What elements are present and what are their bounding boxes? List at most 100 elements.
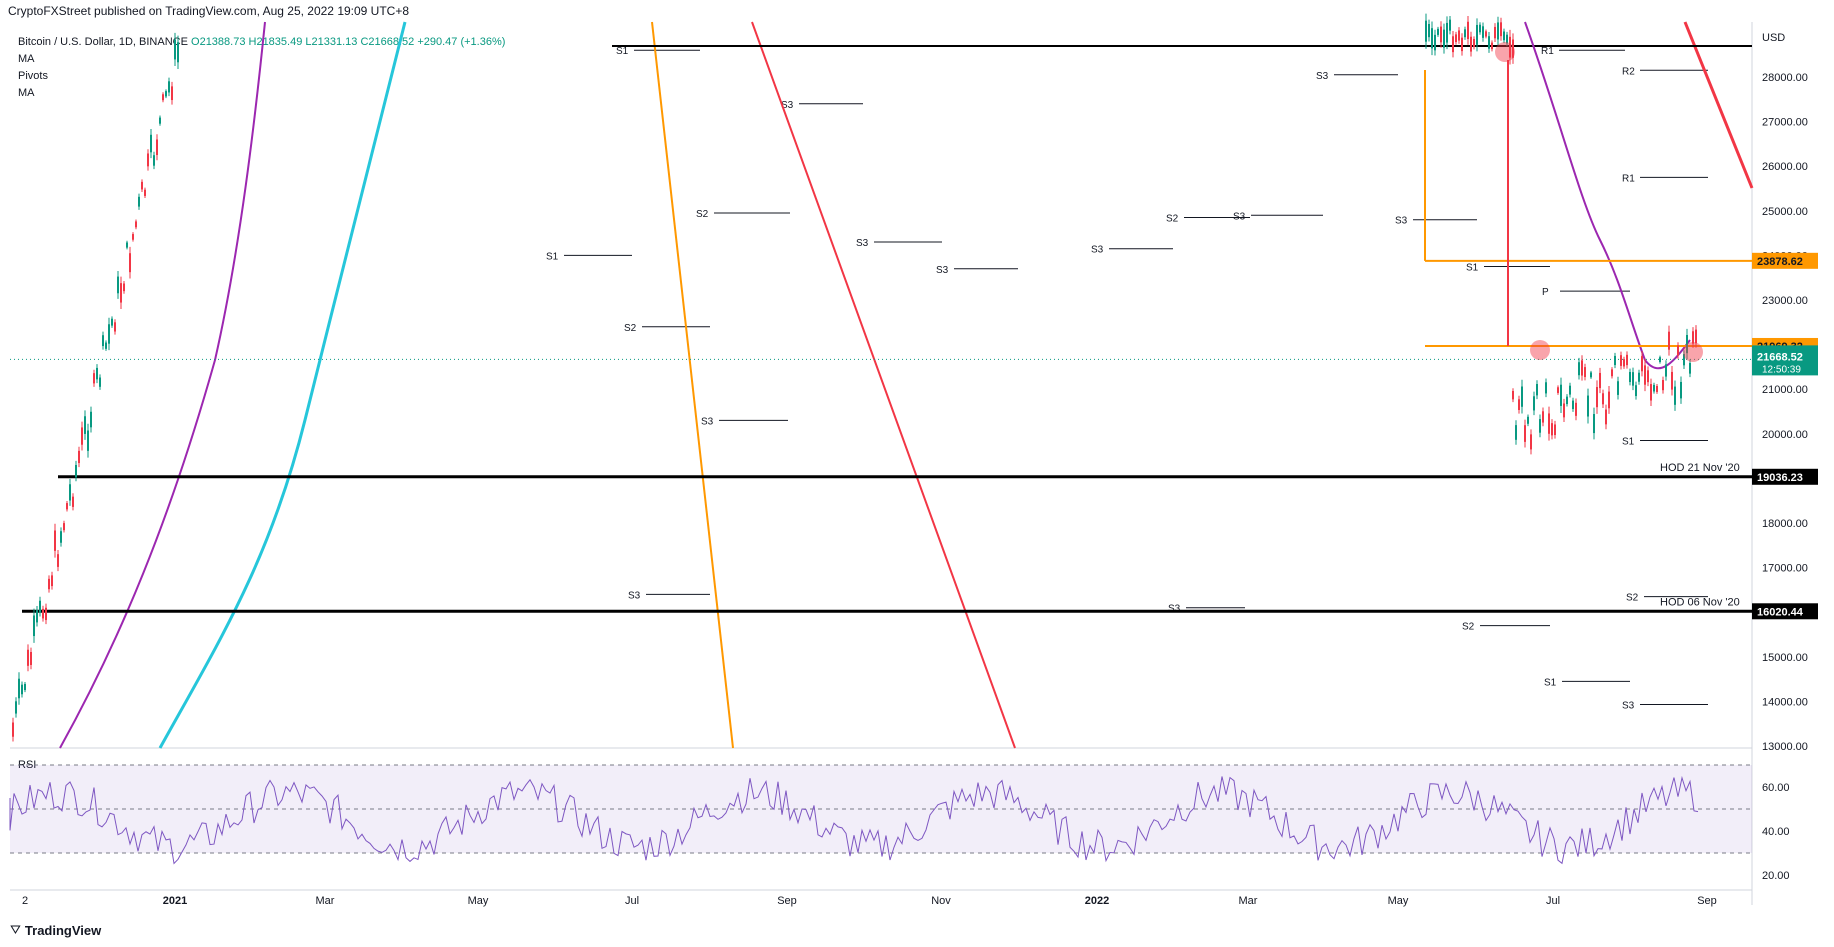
time-tick-label: May <box>468 895 489 907</box>
candle-body <box>66 503 68 510</box>
price-tick-label: 13000.00 <box>1762 741 1808 753</box>
candle-body <box>1614 355 1616 366</box>
ma-fast-left <box>59 21 266 749</box>
candle-body <box>57 554 59 567</box>
candle-body <box>1611 369 1613 377</box>
price-tick-label: 17000.00 <box>1762 563 1808 575</box>
pivot-label: S3 <box>936 265 949 276</box>
candle-body <box>1473 38 1475 47</box>
legend-symbol-line: Bitcoin / U.S. Dollar, 1D, BINANCE O2138… <box>18 34 505 51</box>
candle-body <box>1593 414 1595 434</box>
candle-body <box>1545 382 1547 394</box>
tradingview-footer[interactable]: ⛛ TradingView <box>10 922 101 938</box>
rsi-tick-label: 60.00 <box>1762 782 1790 794</box>
candle-body <box>1686 334 1688 354</box>
price-tick-label: 21000.00 <box>1762 384 1808 396</box>
legend-ohlc: O21388.73 H21835.49 L21331.13 C21668.52 … <box>191 36 506 48</box>
candle-body <box>1431 28 1433 49</box>
candle-body <box>39 600 41 613</box>
time-tick-label: Sep <box>1697 895 1717 907</box>
candle-body <box>1485 31 1487 37</box>
candle-body <box>1551 423 1553 436</box>
candle-body <box>117 276 119 294</box>
candle-body <box>51 575 53 587</box>
price-tick-label: 15000.00 <box>1762 652 1808 664</box>
candle-body <box>45 607 47 621</box>
pivot-label: S3 <box>1622 701 1635 712</box>
candle-body <box>12 722 14 737</box>
candle-body <box>1653 384 1655 392</box>
candle-body <box>1521 386 1523 407</box>
candle-body <box>1590 372 1592 378</box>
candle-body <box>1437 28 1439 35</box>
last-price-badge <box>1752 345 1818 376</box>
candle-body <box>1497 22 1499 40</box>
candle-body <box>30 651 32 665</box>
chart-legend: Bitcoin / U.S. Dollar, 1D, BINANCE O2138… <box>18 34 505 102</box>
red-upper-trend-line <box>1683 21 1754 189</box>
candle-body <box>165 91 167 97</box>
candle-body <box>1599 372 1601 389</box>
candle-body <box>147 153 149 167</box>
candle-body <box>1455 34 1457 43</box>
candle-body <box>48 578 50 590</box>
candle-body <box>1434 34 1436 51</box>
publisher-header: CryptoFXStreet published on TradingView.… <box>8 4 410 18</box>
candle-body <box>174 39 176 60</box>
candle-body <box>60 531 62 543</box>
candle-body <box>1536 384 1538 396</box>
rsi-tick-label: 20.00 <box>1762 870 1790 882</box>
pivot-label: S2 <box>1166 213 1179 224</box>
candle-body <box>1650 384 1652 401</box>
time-tick-label: Mar <box>316 895 335 907</box>
time-tick-label: Jul <box>625 895 639 907</box>
candle-body <box>168 81 170 93</box>
legend-ma-1[interactable]: MA <box>18 53 35 65</box>
candle-body <box>1443 29 1445 48</box>
candle-body <box>1467 21 1469 40</box>
time-tick-label: Sep <box>777 895 797 907</box>
pivot-label: S1 <box>1622 436 1635 447</box>
price-tick-label: 20000.00 <box>1762 429 1808 441</box>
candle-body <box>69 484 71 501</box>
legend-symbol[interactable]: Bitcoin / U.S. Dollar, 1D, BINANCE <box>18 36 188 48</box>
candle-body <box>42 608 44 619</box>
candle-body <box>63 523 65 531</box>
candle-body <box>141 181 143 190</box>
candle-body <box>27 649 29 666</box>
candle-body <box>1506 34 1508 44</box>
pivot-label: R1 <box>1541 46 1554 57</box>
candle-body <box>1575 402 1577 416</box>
candle-body <box>156 139 158 156</box>
candle-body <box>1671 371 1673 390</box>
candle-body <box>96 367 98 380</box>
rsi-line <box>9 775 1699 865</box>
pivot-label: R2 <box>1622 66 1635 77</box>
candle-body <box>177 42 179 63</box>
candle-body <box>1569 385 1571 395</box>
candle-body <box>1644 365 1646 385</box>
price-tick-label: 25000.00 <box>1762 206 1808 218</box>
pivot-label: P <box>1542 287 1549 298</box>
legend-ma-2[interactable]: MA <box>18 87 35 99</box>
orange-trend-line <box>651 21 734 749</box>
ma-slow-left <box>158 21 407 749</box>
candle-body <box>1662 380 1664 391</box>
legend-pivots[interactable]: Pivots <box>18 70 48 82</box>
level-badge-value: 23878.62 <box>1757 256 1803 268</box>
price-axis-unit: USD <box>1762 32 1785 44</box>
candle-body <box>1518 399 1520 410</box>
candle-body <box>129 253 131 273</box>
candle-body <box>144 189 146 196</box>
time-tick-label: Jul <box>1546 895 1560 907</box>
candle-body <box>1449 19 1451 31</box>
candle-body <box>114 322 116 332</box>
candle-body <box>1554 424 1556 436</box>
time-tick-label: 2022 <box>1085 895 1109 907</box>
candle-body <box>1584 367 1586 378</box>
level-badge-value: 19036.23 <box>1757 472 1803 484</box>
candle-body <box>33 615 35 637</box>
candle-body <box>75 464 77 478</box>
